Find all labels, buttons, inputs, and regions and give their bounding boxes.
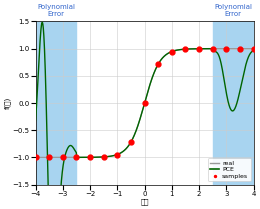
Bar <box>36 22 76 185</box>
Legend: real, PCE, samples: real, PCE, samples <box>207 158 251 181</box>
Text: Polynomial
Error: Polynomial Error <box>37 4 75 17</box>
Text: Polynomial
Error: Polynomial Error <box>214 4 252 17</box>
X-axis label: めい: めい <box>140 198 149 205</box>
Y-axis label: f(い): f(い) <box>4 97 11 109</box>
Bar <box>213 22 254 185</box>
